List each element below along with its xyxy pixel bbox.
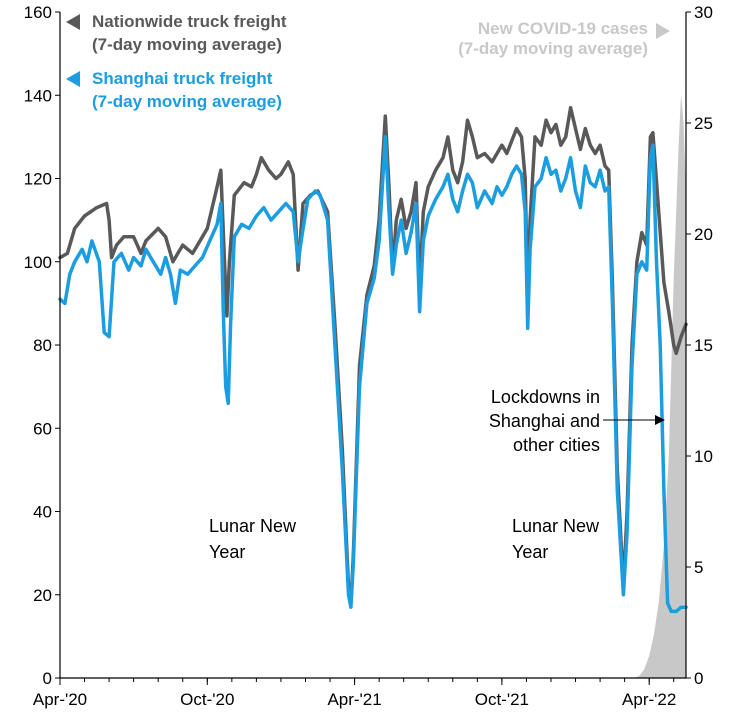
legend-covid: New COVID-19 cases (7-day moving average… — [458, 19, 670, 58]
annotation-lockdowns: Lockdowns in Shanghai and other cities — [489, 387, 665, 455]
legend-shanghai-sublabel: (7-day moving average) — [92, 92, 282, 111]
right-tick-label: 5 — [694, 558, 703, 577]
legend-nationwide: Nationwide truck freight (7-day moving a… — [66, 12, 287, 54]
right-tick-label: 25 — [694, 114, 713, 133]
x-tick-label: Apr-'21 — [327, 690, 381, 709]
left-tick-label: 120 — [24, 170, 52, 189]
legend-covid-label: New COVID-19 cases — [478, 19, 648, 38]
right-tick-label: 20 — [694, 225, 713, 244]
series-nationwide-line — [58, 105, 688, 605]
legend-shanghai-label: Shanghai truck freight — [92, 69, 273, 88]
annotation-lunar-2021-line2: Year — [209, 542, 245, 562]
x-tick-label: Apr-'20 — [33, 690, 87, 709]
legend-covid-sublabel: (7-day moving average) — [458, 39, 648, 58]
annotation-lunar-2021-line1: Lunar New — [209, 516, 297, 536]
x-tick-label: Apr-'22 — [622, 690, 676, 709]
tick-labels-layer: 0 20 40 60 80 100 120 140 160 0 5 10 15 20 25 30 Apr-'20… — [24, 3, 713, 709]
left-tick-label: 160 — [24, 3, 52, 22]
right-tick-label: 10 — [694, 447, 713, 466]
annotation-lunar-2022-line2: Year — [512, 542, 548, 562]
series-shanghai-line — [58, 135, 688, 614]
left-tick-label: 0 — [43, 669, 52, 688]
left-tick-label: 20 — [33, 586, 52, 605]
annotation-lunar-new-year-2021: Lunar New Year — [209, 516, 297, 562]
legend-nationwide-label: Nationwide truck freight — [92, 12, 287, 31]
annotation-lunar-new-year-2022: Lunar New Year — [512, 516, 600, 562]
legend-nationwide-arrow-icon — [66, 14, 80, 30]
x-tick-label: Oct-'21 — [475, 690, 529, 709]
left-tick-label: 60 — [33, 419, 52, 438]
legend-nationwide-sublabel: (7-day moving average) — [92, 35, 282, 54]
annotation-lockdowns-line2: Shanghai and — [489, 411, 600, 431]
left-tick-label: 80 — [33, 336, 52, 355]
right-tick-label: 0 — [694, 669, 703, 688]
right-tick-label: 15 — [694, 336, 713, 355]
legend-shanghai: Shanghai truck freight (7-day moving ave… — [66, 69, 282, 111]
legend-covid-arrow-icon — [656, 23, 670, 39]
left-tick-label: 40 — [33, 503, 52, 522]
axes-layer — [55, 11, 691, 685]
freight-lines-layer — [58, 105, 688, 614]
left-tick-label: 100 — [24, 253, 52, 272]
annotation-lunar-2022-line1: Lunar New — [512, 516, 600, 536]
right-tick-label: 30 — [694, 3, 713, 22]
left-tick-label: 140 — [24, 86, 52, 105]
annotation-lockdowns-arrow-icon — [655, 415, 665, 425]
legend-shanghai-arrow-icon — [66, 71, 80, 87]
x-tick-label: Oct-'20 — [180, 690, 234, 709]
annotation-lockdowns-line1: Lockdowns in — [491, 387, 600, 407]
annotation-lockdowns-line3: other cities — [513, 435, 600, 455]
